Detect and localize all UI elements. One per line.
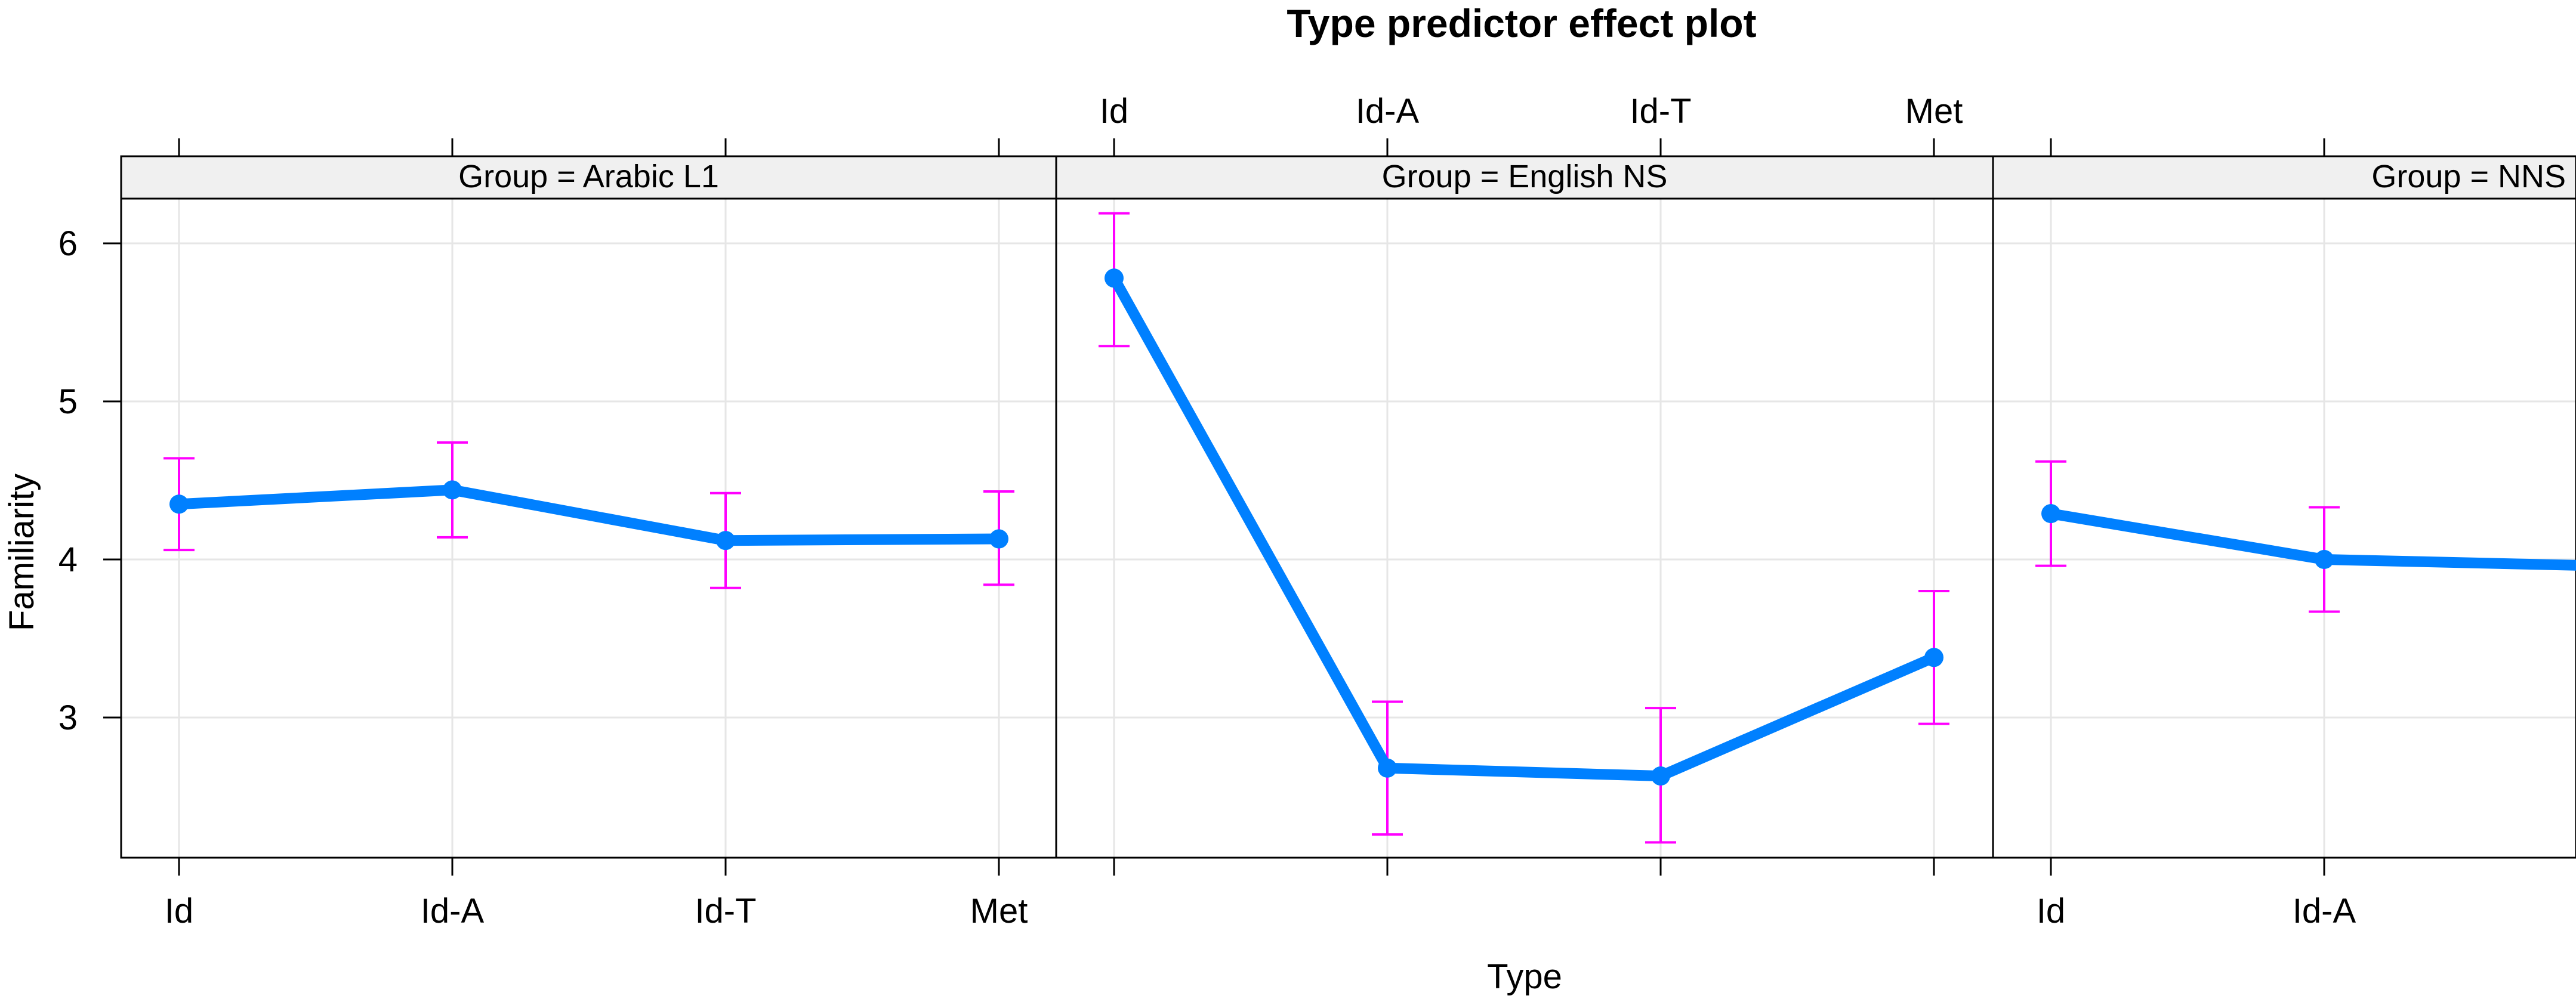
panel-1: Group = Arabic L1 Id Id-A Id-T Met <box>120 138 1057 930</box>
strip-label: Group = English NS <box>1382 159 1668 194</box>
data-point <box>1651 766 1670 786</box>
strip-label: Group = NNS <box>2371 159 2566 194</box>
x-tick-label: Id-A <box>2293 892 2356 930</box>
x-tick-label-top: Met <box>1905 92 1963 131</box>
panel-strip <box>1993 155 2576 200</box>
x-tick-label: Met <box>970 892 1028 930</box>
series-line <box>2046 508 2576 571</box>
data-point <box>2315 550 2334 569</box>
panel-strip <box>120 155 1057 200</box>
data-point <box>1378 758 1397 778</box>
x-tick-label: Id-A <box>421 892 485 930</box>
data-point <box>716 531 735 551</box>
x-tick-label: Id-T <box>695 892 756 930</box>
data-point <box>443 480 462 500</box>
x-tick-label-top: Id-A <box>1356 92 1420 131</box>
y-tick-label: 4 <box>58 540 78 579</box>
panel-border <box>120 197 1057 859</box>
y-tick-label: 5 <box>58 382 78 421</box>
x-tick-label: Id <box>165 892 193 930</box>
panel-border <box>1993 197 2576 859</box>
data-point <box>1924 648 1943 667</box>
y-tick-label: 3 <box>58 698 78 737</box>
data-point <box>169 494 189 514</box>
chart-title: Type predictor effect plot <box>1287 1 1756 45</box>
panel-3: Group = NNS Id Id-A <box>1993 138 2576 930</box>
data-point <box>989 529 1008 549</box>
y-tick-label: 6 <box>58 224 78 263</box>
series-line <box>1109 273 1939 782</box>
strip-label: Group = Arabic L1 <box>458 159 719 194</box>
data-point <box>2041 504 2060 524</box>
x-tick-label-top: Id <box>1100 92 1128 131</box>
x-axis-label: Type <box>1487 957 1562 996</box>
x-tick-label: Id <box>2037 892 2065 930</box>
y-axis-label: Familiarity <box>2 474 41 631</box>
x-tick-label-top: Id-T <box>1630 92 1691 131</box>
series-line <box>174 484 1004 546</box>
panel-border <box>1055 197 1994 859</box>
panel-2: Group = English NS Id Id-A Id-T Met <box>1055 92 1994 876</box>
data-point <box>1105 268 1124 288</box>
panel-clip-group: Group = NNS <box>1993 155 2576 859</box>
